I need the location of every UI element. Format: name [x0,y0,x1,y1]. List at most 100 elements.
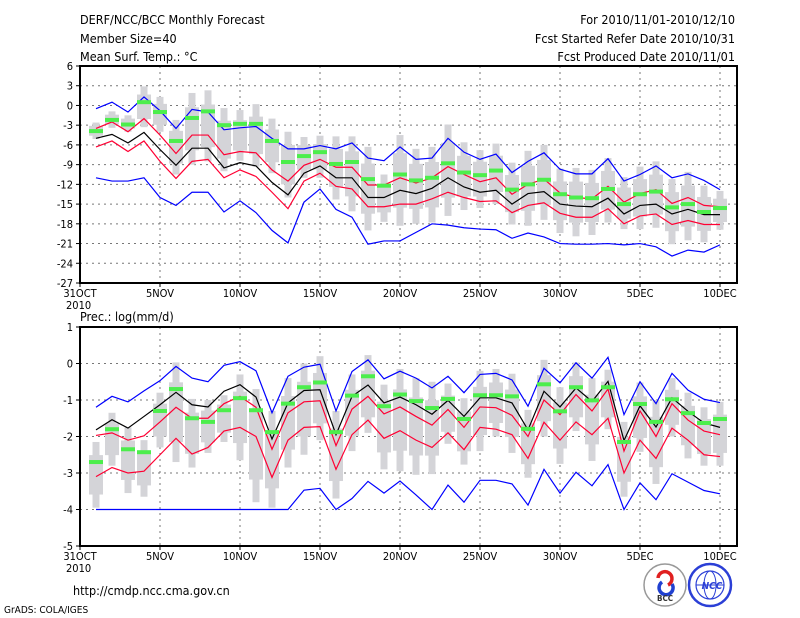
ensemble-box [153,103,167,125]
member-marker [105,427,119,432]
member-marker [281,401,295,406]
member-marker [585,196,599,201]
x-tick-label: 10DEC [703,287,736,300]
member-marker [361,374,375,379]
ncc-logo: NCC [687,562,733,608]
series-line-max [95,355,721,417]
member-marker [217,408,231,413]
series-line-mean-sd [95,117,721,208]
ensemble-box [361,370,375,418]
member-marker [329,430,343,435]
plot-frame [79,65,738,284]
x-tick-label: 15NOV [303,550,338,563]
member-marker [345,393,359,398]
bcc-logo: BCC [643,563,687,607]
x-tick-label: 5NOV [146,550,174,563]
member-marker [633,192,647,197]
member-marker [313,380,327,385]
y-tick-label: -12 [57,178,73,191]
member-marker [329,161,343,166]
start-date: Fcst Started Refer Date 2010/10/31 [535,31,735,46]
source-url[interactable]: http://cmdp.ncc.cma.gov.cn [73,583,230,598]
x-tick-label: 10NOV [223,550,258,563]
x-tick-label: 30NOV [543,550,578,563]
member-marker [185,416,199,421]
member-marker [409,399,423,404]
grads-credit: GrADS: COLA/IGES [4,605,88,616]
ensemble-box [537,375,551,422]
ensemble-box [361,163,375,214]
member-marker [249,408,263,413]
member-marker [537,177,551,182]
y-tick-label: -4 [63,504,73,517]
ensemble-box [473,386,487,436]
member-marker [521,426,535,431]
member-marker [185,115,199,120]
bottom-panel-title: Prec.: log(mm/d) [80,309,174,324]
x-tick-label: 20NOV [383,550,418,563]
y-tick-label: -6 [63,139,73,152]
ensemble-box [489,382,503,423]
ensemble-box [617,436,631,482]
member-marker [425,175,439,180]
x-year-label: 2010 [66,299,91,312]
member-marker [233,121,247,126]
member-marker [617,439,631,444]
ensemble-box [137,94,151,120]
x-tick-label: 25NOV [463,287,498,300]
ensemble-box [457,155,471,197]
member-marker [377,404,391,409]
ensemble-box [377,183,391,213]
produced-date: Fcst Produced Date 2010/11/01 [557,49,735,64]
member-marker [665,205,679,210]
x-tick-label: 30NOV [543,287,578,300]
y-tick-label: 3 [67,80,73,93]
ensemble-box [569,376,583,418]
member-marker [457,416,471,421]
member-marker [153,110,167,115]
member-marker [585,398,599,403]
ensemble-box [201,410,215,443]
y-tick-label: -1 [63,394,73,407]
ensemble-box [457,411,471,452]
member-marker [169,138,183,143]
member-marker [393,392,407,397]
x-year-label: 2010 [66,562,91,575]
member-marker [537,382,551,387]
member-marker [681,202,695,207]
y-tick-label: -18 [57,218,73,231]
member-marker [89,129,103,134]
y-tick-label: -5 [63,540,73,553]
x-tick-label: 5DEC [626,550,653,563]
x-tick-label: 10NOV [223,287,258,300]
member-marker [297,154,311,159]
member-size: Member Size=40 [80,31,177,46]
y-tick-label: -3 [63,467,73,480]
ensemble-box [105,423,119,456]
member-marker [345,160,359,165]
ensemble-box [249,411,263,480]
member-marker [633,402,647,407]
ensemble-box [393,153,407,208]
member-marker [105,117,119,122]
series-line-min [95,177,721,257]
chart-title: DERF/NCC/BCC Monthly Forecast [80,12,265,27]
ensemble-box [345,389,359,436]
ensemble-box [329,428,343,482]
x-tick-label: 25NOV [463,550,498,563]
ensemble-box [137,451,151,486]
ensemble-box [185,412,199,454]
plot-frame [79,326,738,547]
ensemble-box [649,416,663,468]
ensemble-box [249,116,263,155]
member-marker [553,192,567,197]
ensemble-box [297,381,311,437]
member-marker [393,172,407,177]
x-tick-label: 5NOV [146,287,174,300]
series-line-mean-sd [95,387,721,454]
member-marker [553,409,567,414]
y-tick-label: -3 [63,119,73,132]
